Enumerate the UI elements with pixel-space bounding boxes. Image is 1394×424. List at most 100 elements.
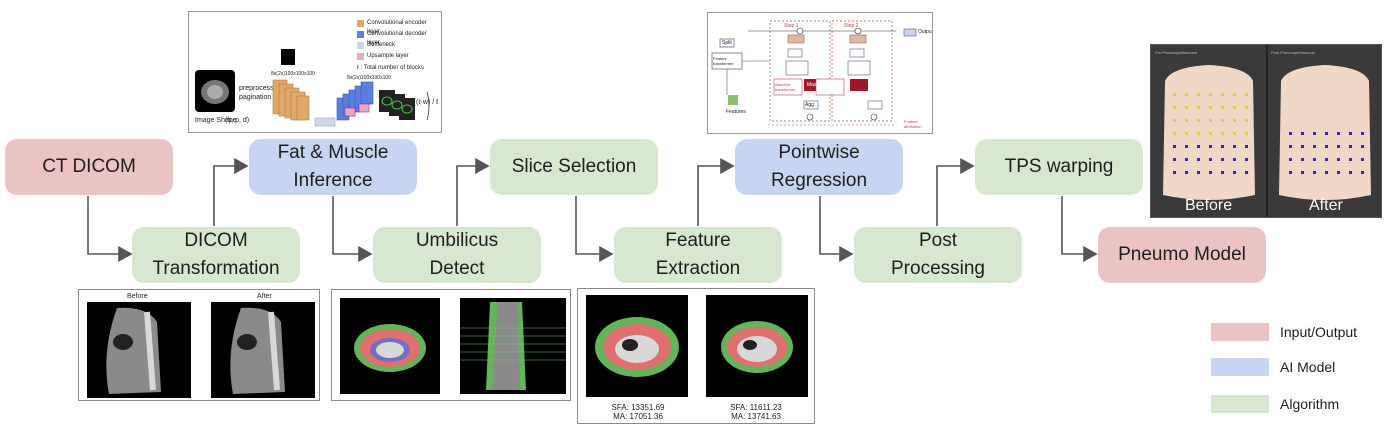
- landmark-point: [1209, 106, 1212, 109]
- landmark-point: [1233, 158, 1236, 161]
- arrow-ct-to-dicomtrans: [87, 196, 133, 262]
- landmark-point: [1233, 132, 1236, 135]
- landmark-point: [1209, 119, 1212, 122]
- tps-warping-result: Pre Pneumoperitoneum Post Pneumoperitone…: [1150, 44, 1382, 218]
- unet-legend-upsample: Upsample layer: [367, 53, 409, 59]
- tabnet-diagram: [711, 20, 917, 126]
- left-ma: MA: 17051.36: [613, 412, 663, 421]
- landmark-point: [1173, 93, 1176, 96]
- unet-note: ℓ : Total number of blocks: [357, 65, 424, 71]
- warp-right-title: Post Pneumoperitoneum: [1271, 50, 1316, 55]
- landmark-point: [1233, 145, 1236, 148]
- landmark-point: [1245, 132, 1248, 135]
- node-post-processing: Post Processing: [854, 227, 1022, 283]
- landmark-point: [1301, 171, 1304, 174]
- unet-preprocess-label: preprocessing pagination: [239, 85, 283, 101]
- landmark-point: [1289, 145, 1292, 148]
- arrow-pointwise-to-post: [819, 196, 854, 262]
- arrow-umbilicus-to-slice: [456, 158, 490, 226]
- landmark-point: [1361, 171, 1364, 174]
- landmark-point: [1185, 171, 1188, 174]
- node-feature-extraction: Feature Extraction: [614, 227, 782, 283]
- landmark-point: [1301, 145, 1304, 148]
- landmark-point: [1349, 171, 1352, 174]
- node-feature-label: Feature Extraction: [655, 230, 741, 279]
- arrow-tps-to-pneumo: [1061, 196, 1098, 262]
- landmark-point: [1233, 171, 1236, 174]
- tabnet-split: Split: [722, 40, 732, 46]
- tabnet-output: Output: [918, 29, 933, 35]
- ct-after-label: After: [257, 293, 272, 300]
- landmark-point: [1349, 158, 1352, 161]
- landmark-point: [1185, 145, 1188, 148]
- input-ct-slice: [195, 70, 235, 112]
- landmark-point: [1301, 132, 1304, 135]
- node-pneumo-label: Pneumo Model: [1118, 244, 1246, 265]
- unet-legend-encoder: Convolutional encoder layer: [367, 20, 427, 35]
- landmark-point: [1173, 145, 1176, 148]
- landmark-point: [1221, 132, 1224, 135]
- ct-before-label: Before: [127, 293, 148, 300]
- legend-swatch-io: [1211, 323, 1269, 341]
- landmark-point: [1173, 119, 1176, 122]
- landmark-point: [1197, 132, 1200, 135]
- landmark-point: [1221, 106, 1224, 109]
- landmark-point: [1209, 93, 1212, 96]
- node-tps-warping: TPS warping: [975, 139, 1143, 195]
- unet-input-dims: (h, p, d): [225, 117, 250, 124]
- umbilicus-detect-result: [331, 289, 571, 401]
- landmark-point: [1325, 171, 1328, 174]
- node-umbilicus-label: Umbilicus Detect: [415, 230, 499, 279]
- landmark-point: [1173, 132, 1176, 135]
- landmark-point: [1209, 132, 1212, 135]
- landmark-point: [1221, 119, 1224, 122]
- node-umbilicus-detect: Umbilicus Detect: [373, 227, 541, 283]
- axial-slice-right: [706, 295, 808, 397]
- tabnet-attentive-transformer: Attentive transformer: [775, 82, 796, 92]
- landmark-point: [1337, 158, 1340, 161]
- warp-after-label: After: [1309, 197, 1343, 214]
- right-ma: MA: 13741.63: [731, 412, 781, 421]
- landmark-point: [1289, 158, 1292, 161]
- node-post-label: Post Processing: [891, 230, 985, 279]
- landmark-point: [1173, 158, 1176, 161]
- landmark-point: [1197, 145, 1200, 148]
- tabnet-attribution: Feature attribution: [904, 119, 922, 129]
- landmark-point: [1197, 93, 1200, 96]
- arrow-post-to-tps: [936, 158, 975, 226]
- landmark-point: [1245, 119, 1248, 122]
- ct-sagittal-after: [211, 302, 315, 398]
- unet-legend-bottleneck: Bottleneck: [367, 42, 396, 48]
- node-pointwise-label: Pointwise Regression: [770, 142, 868, 191]
- sagittal-segmentation: [460, 298, 566, 394]
- landmark-point: [1245, 171, 1248, 174]
- unet-blocks: [272, 20, 430, 127]
- landmark-point: [1185, 93, 1188, 96]
- unet-input-label: Image Shape: [195, 117, 237, 124]
- landmark-point: [1233, 106, 1236, 109]
- landmark-point: [1361, 145, 1364, 148]
- landmark-point: [1325, 132, 1328, 135]
- legend-label-ai: AI Model: [1280, 359, 1336, 375]
- landmark-point: [1197, 171, 1200, 174]
- landmark-point: [1313, 158, 1316, 161]
- torso-renders: [1163, 65, 1371, 200]
- landmark-point: [1209, 145, 1212, 148]
- landmark-point: [1337, 145, 1340, 148]
- landmark-point: [1221, 171, 1224, 174]
- landmark-point: [1361, 132, 1364, 135]
- landmark-point: [1245, 158, 1248, 161]
- node-ct-dicom: CT DICOM: [5, 139, 173, 195]
- unet-shape-b: 8x(2x)100x100x100: [347, 75, 391, 81]
- unet-architecture-figure: Image Shape (h, p, d) preprocessing pagi…: [188, 11, 442, 133]
- landmark-point: [1313, 132, 1316, 135]
- landmark-point: [1197, 119, 1200, 122]
- node-dicom-transformation-label: DICOM Transformation: [152, 230, 280, 279]
- landmark-point: [1173, 171, 1176, 174]
- legend-swatch-alg: [1211, 395, 1269, 413]
- landmark-point: [1185, 132, 1188, 135]
- landmark-point: [1173, 106, 1176, 109]
- tabnet-features: Features: [726, 109, 746, 115]
- landmark-point: [1245, 145, 1248, 148]
- landmark-point: [1289, 132, 1292, 135]
